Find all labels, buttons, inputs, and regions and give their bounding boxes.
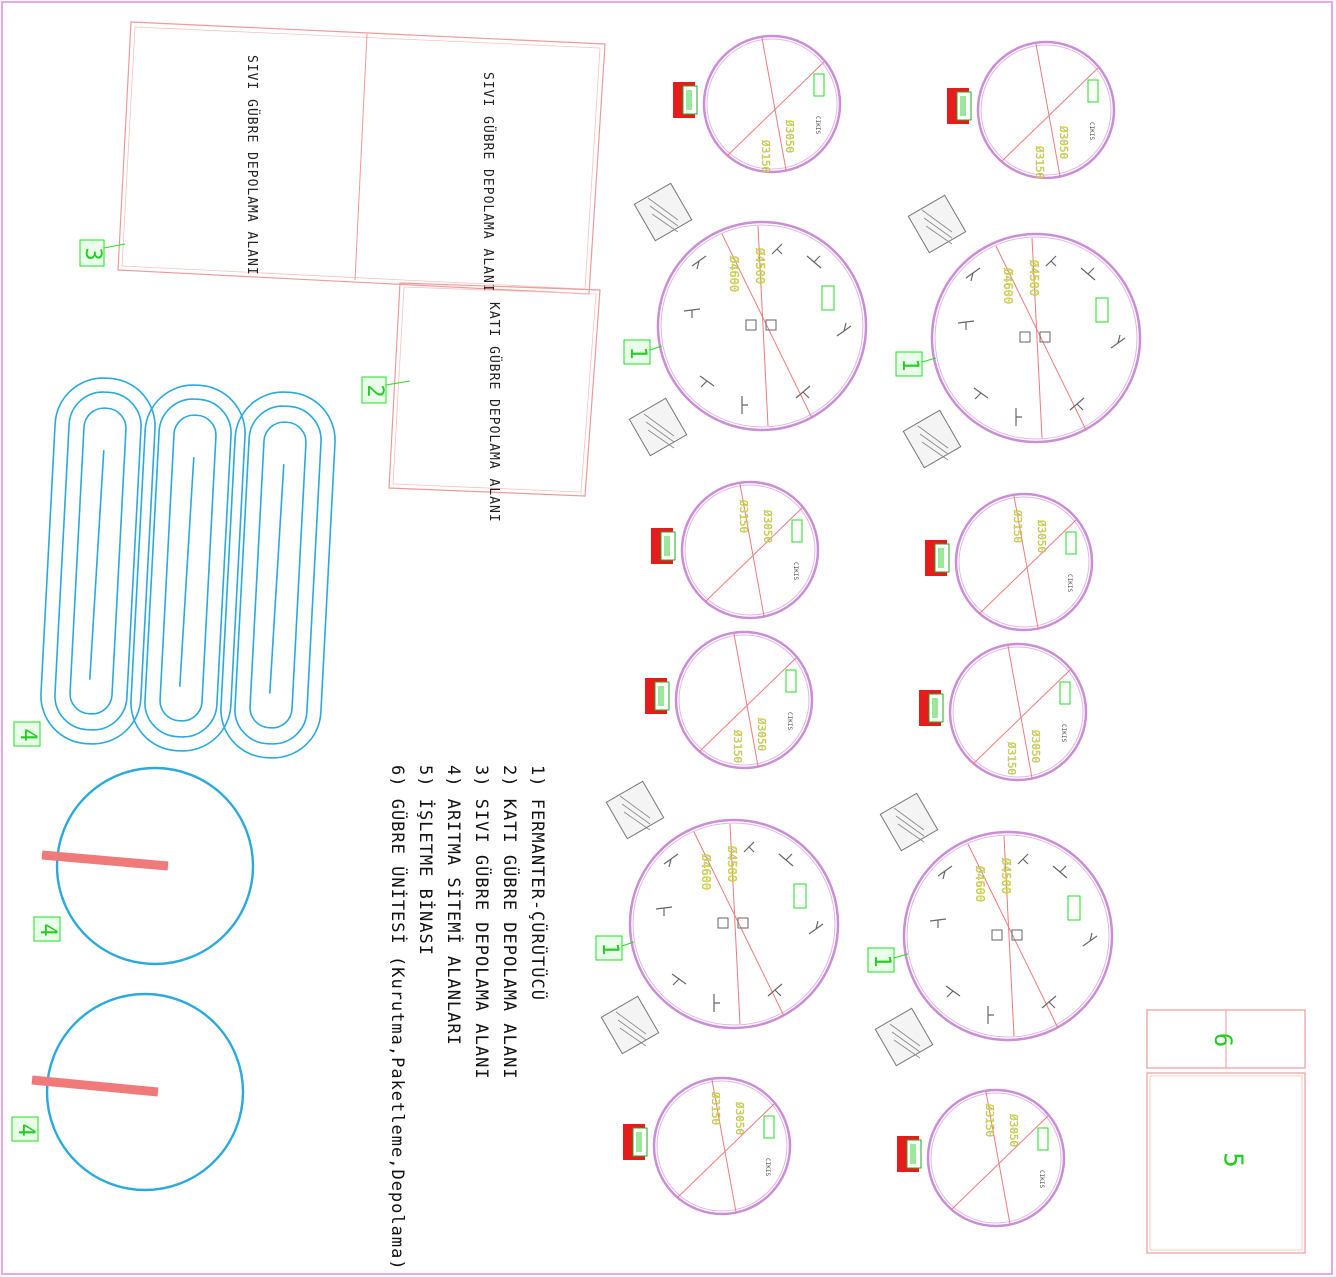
tag-3: 3 — [79, 239, 126, 267]
operations-building: 5 — [1146, 1072, 1306, 1254]
svg-text:5: 5 — [1218, 1152, 1248, 1168]
svg-text:1: 1 — [597, 942, 622, 955]
svg-text:1: 1 — [869, 954, 894, 967]
legend-item-2: 2) KATI GÜBRE DEPOLAMA ALANI — [499, 765, 521, 1080]
tag-1: 1 — [623, 339, 663, 365]
svg-text:Ø3050: Ø3050 — [1035, 520, 1048, 553]
svg-text:Ø3050: Ø3050 — [755, 718, 768, 751]
svg-text:Ø3050: Ø3050 — [761, 510, 774, 543]
solid-storage-area — [388, 282, 601, 497]
digester-tank: Ø4500 Ø4600 — [600, 780, 840, 1055]
treatment-lanes — [40, 377, 336, 759]
svg-text:Ø3050: Ø3050 — [1029, 730, 1042, 763]
svg-text:1: 1 — [897, 358, 922, 371]
solid-storage-label: KATI GÜBRE DEPOLAMA ALANI — [486, 302, 503, 523]
svg-text:Ø4600: Ø4600 — [727, 256, 741, 292]
legend-item-4: 4) ARITMA SİTEMİ ALANLARI — [443, 765, 464, 1046]
svg-text:Ø4500: Ø4500 — [1027, 260, 1041, 296]
small-tank: Ø3150 Ø3050 — [945, 40, 1116, 179]
tag-1: 1 — [895, 351, 937, 377]
svg-text:4: 4 — [13, 1123, 38, 1136]
svg-text:Ø3050: Ø3050 — [733, 1102, 746, 1135]
svg-text:Ø3050: Ø3050 — [783, 120, 796, 153]
svg-text:Ø4500: Ø4500 — [753, 248, 767, 284]
svg-text:Ø3150: Ø3150 — [1033, 146, 1046, 179]
svg-text:Ø3150: Ø3150 — [759, 140, 772, 173]
liquid-storage-label-a: SIVI GÜBRE DEPOLAMA ALANI — [244, 55, 261, 276]
small-tank: Ø3150 Ø3050 — [671, 34, 842, 173]
svg-text:Ø4500: Ø4500 — [725, 846, 739, 882]
svg-text:1: 1 — [625, 346, 650, 359]
tag-4-circle-2: 4 — [11, 1116, 39, 1142]
svg-text:3: 3 — [80, 247, 105, 260]
treatment-circle-2 — [31, 992, 245, 1192]
tag-4-lanes: 4 — [13, 721, 41, 747]
svg-text:Ø3150: Ø3150 — [709, 1092, 722, 1125]
svg-text:6: 6 — [1209, 1033, 1237, 1047]
tag-2: 2 — [361, 376, 411, 404]
svg-text:Ø3150: Ø3150 — [1011, 510, 1024, 543]
small-tank: Ø3150 Ø3050 — [643, 630, 814, 770]
svg-text:Ø4600: Ø4600 — [973, 866, 987, 902]
digester-tank: Ø4500 Ø4600 — [902, 194, 1142, 469]
tag-4-circle-1: 4 — [33, 916, 61, 942]
treatment-circle-1 — [41, 766, 255, 966]
tag-1: 1 — [595, 935, 635, 961]
legend: 1) FERMANTER-ÇÜRÜTÜCÜ 2) KATI GÜBRE DEPO… — [387, 765, 549, 1271]
small-tank: Ø3150 Ø3050 — [917, 642, 1088, 782]
legend-item-3: 3) SIVI GÜBRE DEPOLAMA ALANI — [471, 765, 493, 1080]
legend-item-6: 6) GÜBRE ÜNİTESİ (Kurutma,Paketleme,Depo… — [387, 765, 409, 1271]
liquid-storage-area — [117, 21, 606, 295]
svg-text:Ø3150: Ø3150 — [983, 1104, 996, 1137]
tag-1: 1 — [867, 947, 909, 973]
small-tank: Ø3150 Ø3050 — [649, 480, 820, 620]
svg-text:Ø4500: Ø4500 — [999, 858, 1013, 894]
svg-text:2: 2 — [362, 384, 387, 397]
svg-text:Ø3150: Ø3150 — [731, 730, 744, 763]
svg-text:Ø3050: Ø3050 — [1007, 1114, 1020, 1147]
svg-text:Ø3150: Ø3150 — [737, 500, 750, 533]
svg-text:Ø3150: Ø3150 — [1005, 742, 1018, 775]
digester-tank: Ø4500 Ø4600 — [628, 182, 868, 457]
svg-text:Ø4600: Ø4600 — [699, 854, 713, 890]
legend-item-5: 5) İŞLETME BİNASI — [415, 765, 436, 956]
svg-text:Ø4600: Ø4600 — [1001, 268, 1015, 304]
small-tank: Ø3150 Ø3050 — [923, 492, 1094, 632]
small-tank: Ø3150 Ø3050 — [621, 1076, 792, 1216]
svg-text:Ø3050: Ø3050 — [1057, 126, 1070, 159]
svg-text:4: 4 — [35, 923, 60, 936]
legend-item-1: 1) FERMANTER-ÇÜRÜTÜCÜ — [527, 765, 549, 1001]
small-tank: Ø3150 Ø3050 — [895, 1088, 1066, 1228]
liquid-storage-label-b: SIVI GÜBRE DEPOLAMA ALANI — [480, 72, 497, 293]
svg-text:4: 4 — [15, 728, 40, 741]
fertilizer-unit-building: 6 — [1146, 1009, 1306, 1069]
digester-tank: Ø4500 Ø4600 — [874, 792, 1114, 1067]
